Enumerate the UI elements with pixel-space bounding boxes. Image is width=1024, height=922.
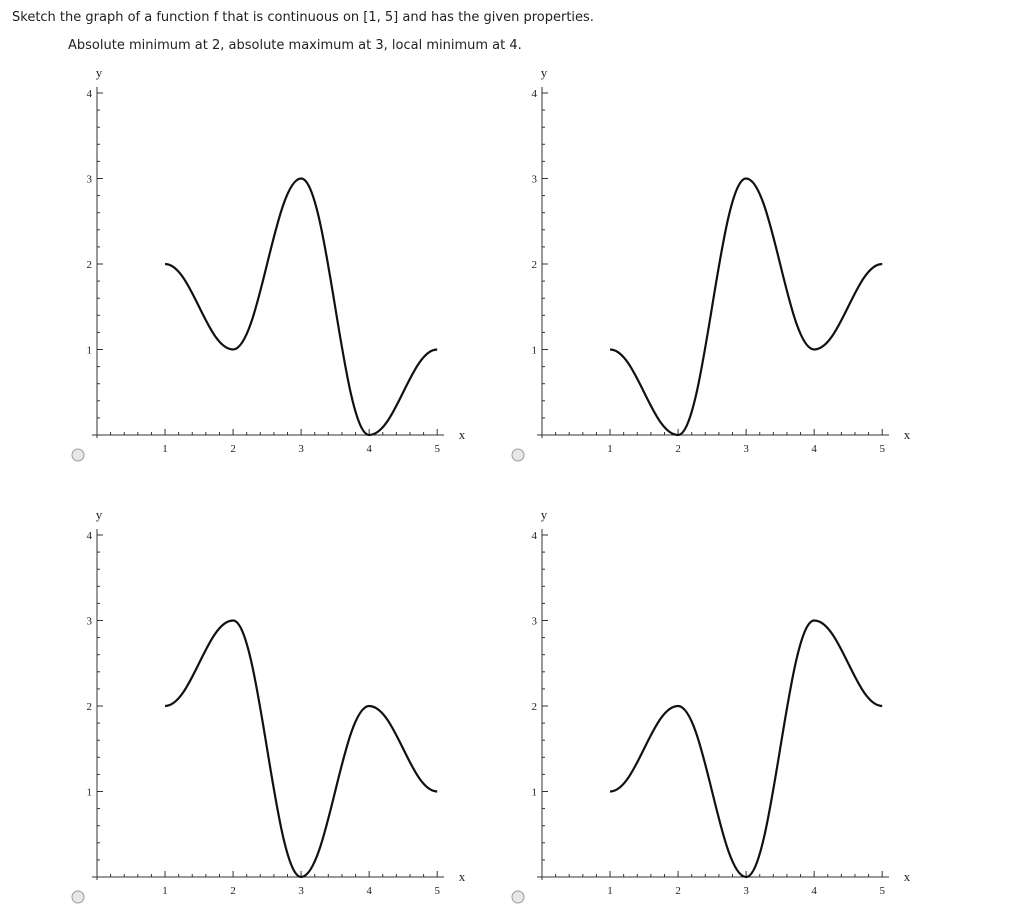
radio-button[interactable] xyxy=(71,448,85,462)
x-tick-label: 5 xyxy=(434,885,440,897)
x-tick-label: 3 xyxy=(743,885,749,897)
y-tick-label: 1 xyxy=(87,787,93,799)
radio-button[interactable] xyxy=(511,890,525,904)
y-tick-label: 1 xyxy=(532,345,538,357)
y-axis-label: y xyxy=(96,65,103,80)
x-tick-label: 1 xyxy=(607,443,613,455)
x-tick-label: 3 xyxy=(298,885,304,897)
y-tick-label: 4 xyxy=(87,530,93,542)
x-tick-label: 4 xyxy=(366,885,372,897)
curve xyxy=(164,619,438,879)
x-tick-label: 5 xyxy=(434,443,440,455)
x-axis-label: x xyxy=(459,869,466,884)
y-tick-label: 2 xyxy=(87,701,93,713)
x-tick-label: 3 xyxy=(298,443,304,455)
y-tick-label: 4 xyxy=(532,88,538,100)
y-tick-label: 4 xyxy=(87,88,93,100)
y-tick-label: 1 xyxy=(87,345,93,357)
y-tick-label: 3 xyxy=(87,174,93,186)
radio-button[interactable] xyxy=(71,890,85,904)
y-tick-label: 4 xyxy=(532,530,538,542)
curve xyxy=(609,619,883,879)
y-axis-label: y xyxy=(541,507,548,522)
y-tick-label: 2 xyxy=(532,259,538,271)
y-tick-label: 3 xyxy=(532,174,538,186)
curve xyxy=(609,177,883,437)
x-axis-label: x xyxy=(904,869,911,884)
x-tick-label: 5 xyxy=(879,443,885,455)
y-axis-label: y xyxy=(96,507,103,522)
x-axis-label: x xyxy=(459,427,466,442)
x-tick-label: 1 xyxy=(607,885,613,897)
x-tick-label: 1 xyxy=(162,443,168,455)
x-axis-label: x xyxy=(904,427,911,442)
y-tick-label: 3 xyxy=(87,616,93,628)
x-tick-label: 2 xyxy=(230,443,236,455)
x-tick-label: 4 xyxy=(811,885,817,897)
question: Sketch the graph of a function f that is… xyxy=(12,10,594,25)
y-tick-label: 2 xyxy=(87,259,93,271)
y-axis-label: y xyxy=(541,65,548,80)
x-tick-label: 2 xyxy=(675,443,681,455)
x-tick-label: 1 xyxy=(162,885,168,897)
y-tick-label: 2 xyxy=(532,701,538,713)
x-tick-label: 5 xyxy=(879,885,885,897)
y-tick-label: 1 xyxy=(532,787,538,799)
x-tick-label: 4 xyxy=(811,443,817,455)
x-tick-label: 4 xyxy=(366,443,372,455)
curve xyxy=(164,177,438,437)
x-tick-label: 2 xyxy=(230,885,236,897)
radio-button[interactable] xyxy=(511,448,525,462)
x-tick-label: 2 xyxy=(675,885,681,897)
instruction: Absolute minimum at 2, absolute maximum … xyxy=(68,38,522,53)
x-tick-label: 3 xyxy=(743,443,749,455)
y-tick-label: 3 xyxy=(532,616,538,628)
